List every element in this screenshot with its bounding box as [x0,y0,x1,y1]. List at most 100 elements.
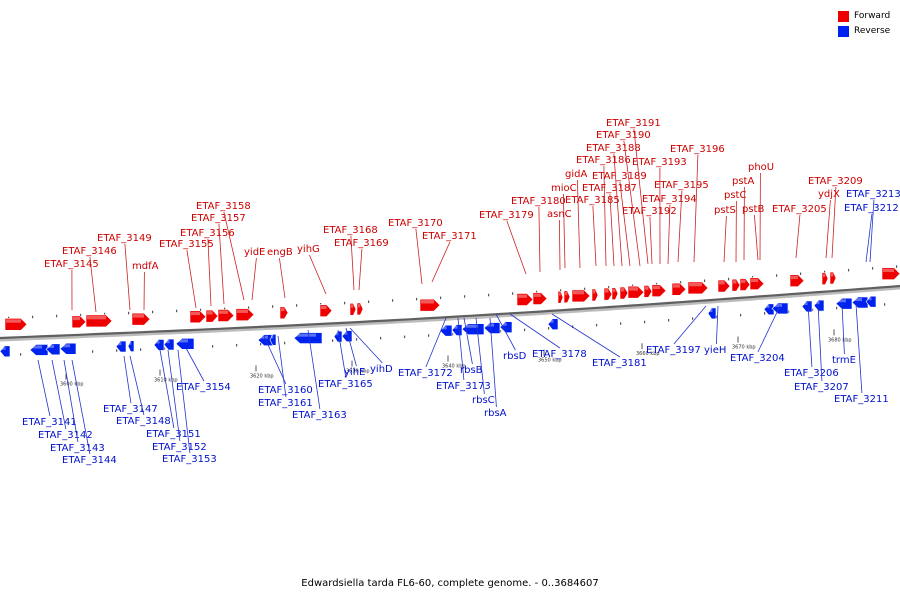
reverse-gene-label: ETAF_3152 [152,442,207,453]
tick-mark [524,328,526,332]
reverse-gene-label: ETAF_3206 [784,368,839,379]
gene-highlight [867,297,872,301]
forward-gene-arrow [356,302,364,316]
reverse-gene-arrow [115,340,127,353]
forward-gene-label: pstC [724,190,746,201]
tick-mark [320,303,322,306]
forward-gene-label: asnC [547,209,572,220]
forward-gene-label: ETAF_3171 [422,231,477,242]
reverse-gene-label: ETAF_3211 [834,394,889,405]
reverse-leader-line [807,303,813,368]
gene-highlight [823,273,826,277]
forward-gene-arrow [671,282,687,296]
forward-leader-line [613,153,623,267]
reverse-gene-label: ETAF_3154 [176,382,231,393]
gene-highlight [207,311,213,315]
reverse-gene-label: ETAF_3197 [646,345,701,356]
forward-gene-label: ETAF_3185 [565,195,620,206]
tick-mark [140,348,142,351]
tick-mark [596,323,598,327]
reverse-gene-arrow [547,318,559,331]
tick-mark [464,295,466,298]
reverse-gene-label: yihE [344,367,365,378]
tick-mark [404,335,406,339]
reverse-gene-arrow [483,322,501,334]
axis-label: 3620 kbp [250,373,274,379]
forward-leader-line [207,238,212,307]
forward-gene-arrow [591,288,599,302]
reverse-leader-line [551,313,621,358]
legend: Forward Reverse [838,9,890,39]
reverse-gene-label: ETAF_3213 [846,189,900,200]
forward-gene-arrow [619,286,629,300]
reverse-gene-label: ETAF_3181 [592,358,647,369]
tick-mark [800,272,802,275]
reverse-leader-line [425,317,447,368]
legend-forward-label: Forward [854,11,891,21]
forward-gene-arrow [643,285,653,298]
forward-leader-line [563,193,566,269]
tick-mark [164,347,166,350]
forward-gene-label: ETAF_3188 [586,143,641,154]
forward-gene-arrow [749,277,765,290]
forward-leader-line [754,214,759,261]
forward-gene-arrow [651,284,667,297]
gene-highlight [773,303,782,308]
reverse-gene-label: ETAF_3143 [50,443,105,454]
forward-gene-arrow [881,267,900,280]
reverse-gene-label: trmE [832,355,856,366]
tick-mark [560,289,562,292]
tick-mark [296,304,298,307]
gene-highlight [815,301,820,305]
gene-highlight [133,314,144,318]
tick-mark [812,308,814,312]
tick-mark [8,316,10,320]
axis-label: 3680 kbp [828,337,852,343]
reverse-gene-arrow [707,307,717,320]
forward-gene-label: ETAF_3194 [642,194,697,205]
gene-highlight [155,340,160,344]
reverse-leader-line [337,329,347,379]
tick-mark [632,284,634,287]
forward-gene-label: ETAF_3196 [670,144,725,155]
forward-gene-arrow [349,303,357,316]
forward-gene-arrow [821,272,829,285]
forward-gene-label: pstS [714,205,736,216]
tick-mark [764,312,766,315]
gene-highlight [485,323,494,327]
gene-highlight [837,299,846,303]
genome-backbone [0,284,900,340]
gene-highlight [621,288,625,292]
reverse-leader-line [71,359,91,455]
tick-mark [740,313,742,317]
legend-forward: Forward [838,9,890,23]
gene-highlight [47,344,54,348]
forward-gene-label: ETAF_3169 [334,238,389,249]
reverse-leader-line [489,317,497,408]
gene-highlight [565,291,568,296]
gene-highlight [73,316,80,321]
gene-highlight [343,331,348,335]
tick-mark [500,330,502,333]
tick-mark [284,341,286,345]
reverse-gene-label: rbsC [472,395,495,406]
forward-gene-arrow [563,290,571,304]
reverse-gene-arrow [163,338,175,351]
forward-leader-line [603,165,607,267]
reverse-leader-line [509,313,561,349]
tick-mark [692,317,694,320]
gene-highlight [441,326,447,330]
gene-highlight [463,324,478,328]
forward-gene-arrow [687,281,709,295]
reverse-leader-line [716,305,719,345]
forward-leader-line [677,190,683,263]
tick-mark [848,268,850,272]
gene-highlight [6,319,21,323]
tick-mark [656,282,658,286]
tick-mark [32,315,34,319]
reverse-leader-line [475,317,485,395]
backbone-shadow [0,286,900,342]
forward-gene-arrow [532,292,548,305]
reverse-gene-label: ETAF_3207 [794,382,849,393]
